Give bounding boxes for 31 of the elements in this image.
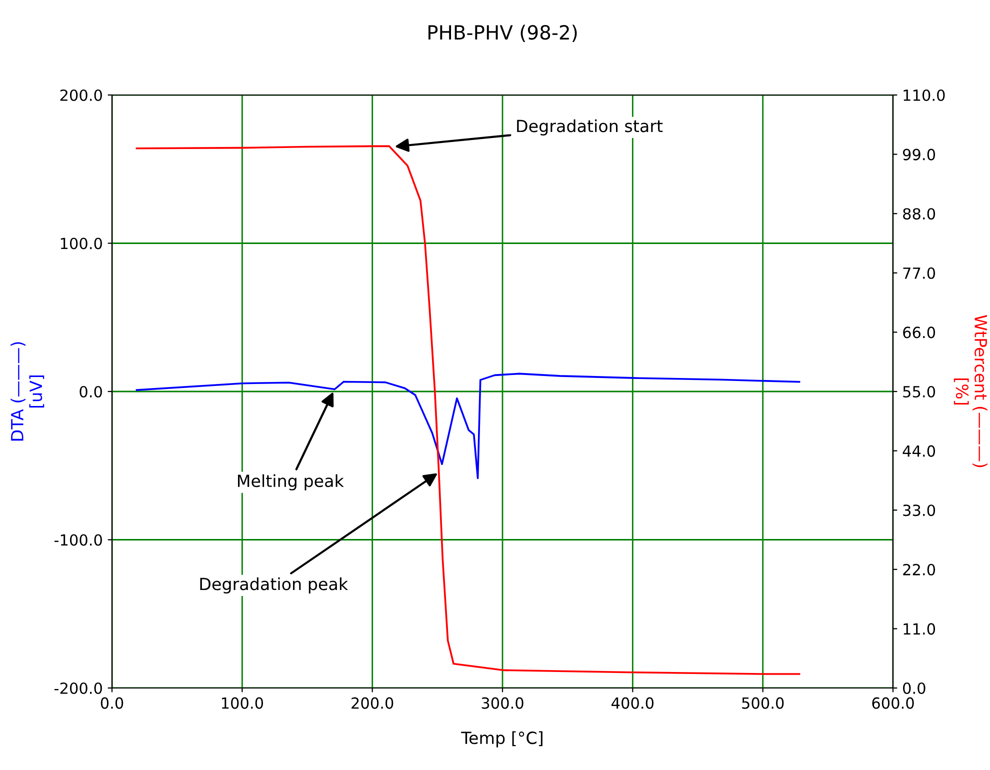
x-tick-label: 600.0 <box>872 697 914 709</box>
x-tick-label: 100.0 <box>222 697 264 709</box>
x-axis-title: Temp [°C] <box>461 731 542 748</box>
y2-tick-label: 99.0 <box>902 148 936 160</box>
x-tick-label: 0.0 <box>100 697 124 709</box>
y2-tick-label: 77.0 <box>903 267 936 279</box>
y-tick-label: 200.0 <box>60 89 102 102</box>
line-series <box>136 145 800 675</box>
y2-axis-title: WtPercent (———) [%] <box>954 315 988 468</box>
annotation: Degradation start <box>517 119 663 136</box>
y-tick-label: 0.0 <box>80 386 102 398</box>
y-tick-label: 100.0 <box>60 238 102 250</box>
y2-tick-label: 0.0 <box>903 682 926 694</box>
y2-tick-label: 11.0 <box>904 623 936 635</box>
y2-tick-label: 88.0 <box>903 208 936 220</box>
y2-tick-label: 55.0 <box>903 386 936 398</box>
y-tick-label: -200.0 <box>54 682 102 694</box>
x-tick-label: 200.0 <box>352 697 394 709</box>
y2-tick-label: 33.0 <box>903 504 936 516</box>
x-tick-label: 300.0 <box>482 697 524 709</box>
y-axis-title: DTA (———) [uV] <box>10 342 44 441</box>
x-tick-label: 400.0 <box>612 697 654 709</box>
y2-tick-label: 44.0 <box>902 445 936 457</box>
annotation: Degradation peak <box>200 577 348 594</box>
y2-tick-label: 110.0 <box>904 89 945 102</box>
y2-tick-label: 22.0 <box>903 564 936 576</box>
y-tick-label: -100.0 <box>54 534 102 546</box>
chart-title: PHB-PHV (98-2) <box>428 24 577 42</box>
annotation: Melting peak <box>238 474 344 490</box>
y2-tick-label: 66.0 <box>903 326 936 338</box>
x-tick-label: 500.0 <box>742 697 784 709</box>
